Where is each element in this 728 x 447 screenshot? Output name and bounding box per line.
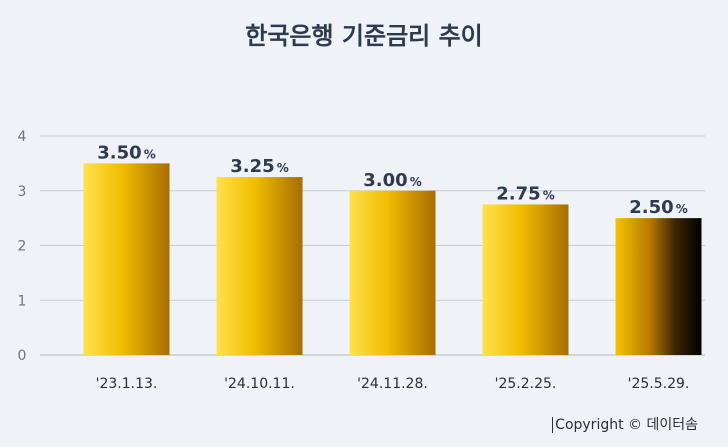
chart-title: 한국은행 기준금리 추이 xyxy=(245,22,483,50)
data-label-0: 3.50% xyxy=(97,142,155,163)
bar-1 xyxy=(216,177,303,355)
data-label-1: 3.25% xyxy=(230,156,288,177)
y-tick-label: 1 xyxy=(18,293,27,309)
bar-2 xyxy=(349,190,436,355)
y-tick-label: 2 xyxy=(18,239,27,255)
x-tick-label-4: '25.5.29. xyxy=(628,376,690,392)
copyright-text: Copyright © 데이터솜 xyxy=(552,417,698,433)
x-tick-label-0: '23.1.13. xyxy=(96,376,158,392)
data-label-4: 2.50% xyxy=(629,197,687,218)
bar-3 xyxy=(482,204,569,355)
x-tick-label-3: '25.2.25. xyxy=(495,376,557,392)
data-label-3: 2.75% xyxy=(496,183,554,204)
y-tick-label: 3 xyxy=(18,184,27,200)
y-tick-label: 0 xyxy=(18,348,27,364)
x-tick-label-1: '24.10.11. xyxy=(224,376,295,392)
data-label-2: 3.00% xyxy=(363,170,421,191)
bar-0 xyxy=(83,163,170,355)
y-tick-label: 4 xyxy=(18,129,27,145)
x-tick-label-2: '24.11.28. xyxy=(357,376,428,392)
bar-4 xyxy=(615,218,702,355)
